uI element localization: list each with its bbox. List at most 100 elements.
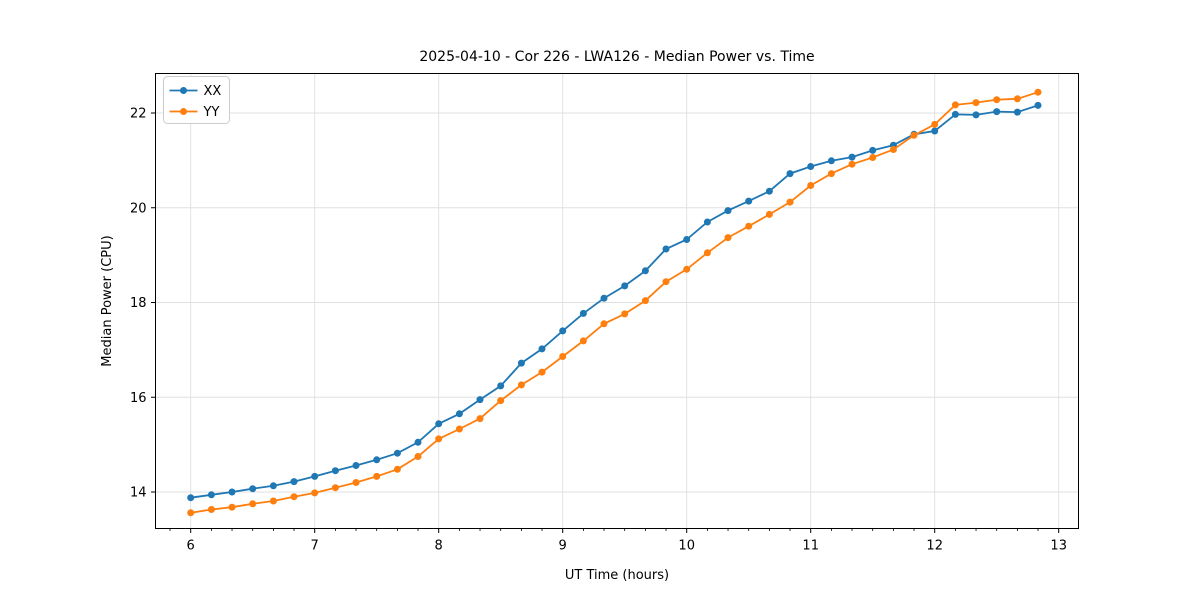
data-point [559, 327, 567, 335]
series-yy-markers [187, 88, 1042, 517]
data-point [228, 503, 236, 511]
data-point [517, 381, 525, 389]
tick-layer: 6 7 8 9 10 11 12 13 14 16 18 20 22 [130, 107, 1067, 554]
data-point [187, 494, 195, 502]
data-point [807, 182, 815, 189]
data-point [889, 146, 897, 153]
data-point [579, 309, 587, 317]
data-point [538, 368, 546, 376]
x-tick-label: 7 [311, 539, 319, 554]
x-tick-label: 13 [1050, 539, 1067, 554]
chart-title: 2025-04-10 - Cor 226 - LWA126 - Median P… [419, 49, 814, 65]
data-point [290, 493, 298, 501]
x-tick-label: 6 [187, 539, 195, 554]
data-point [414, 453, 422, 460]
data-point [269, 497, 277, 505]
x-tick-label: 11 [802, 539, 819, 554]
data-point [269, 482, 277, 490]
data-point [745, 222, 753, 230]
data-point [786, 198, 794, 206]
data-point [621, 310, 629, 318]
data-point [993, 96, 1001, 104]
data-point [621, 282, 629, 290]
data-point [517, 359, 525, 367]
y-tick-label: 18 [130, 296, 147, 311]
data-point [600, 294, 608, 302]
data-point [579, 337, 587, 345]
y-tick-label: 14 [130, 486, 147, 501]
data-point [1013, 95, 1021, 103]
series-xx-markers [187, 101, 1042, 502]
data-point [703, 249, 711, 257]
data-point [972, 99, 980, 107]
legend-marker [180, 87, 187, 94]
data-point [1034, 101, 1042, 109]
data-point [290, 478, 298, 486]
data-point [352, 462, 360, 469]
data-point [765, 210, 773, 218]
legend: XX YY [163, 76, 230, 124]
data-point [393, 465, 401, 473]
data-point [435, 420, 443, 428]
y-tick-label: 16 [130, 391, 147, 406]
data-point [559, 353, 567, 360]
data-point [352, 479, 360, 486]
legend-label: XX [204, 84, 222, 99]
legend-item-yy: YY [169, 105, 220, 120]
data-point [662, 245, 670, 253]
y-tick-label: 20 [130, 201, 147, 216]
data-point [331, 484, 339, 492]
data-point [972, 111, 980, 119]
x-axis-label: UT Time (hours) [565, 568, 669, 583]
data-point [476, 415, 484, 423]
data-point [435, 435, 443, 443]
data-point [786, 170, 794, 178]
data-point [311, 472, 319, 480]
data-point [724, 234, 732, 242]
data-point [373, 472, 381, 480]
grid-layer [155, 73, 1079, 529]
data-point [207, 506, 215, 513]
data-point [497, 397, 505, 405]
data-point [228, 488, 236, 496]
data-point [641, 267, 649, 275]
data-point [807, 163, 815, 170]
data-point [455, 425, 463, 433]
x-tick-label: 10 [678, 539, 695, 554]
x-tick-label: 12 [926, 539, 943, 554]
data-point [848, 160, 856, 168]
data-point [414, 438, 422, 446]
data-point [1013, 108, 1021, 116]
legend-label: YY [203, 105, 220, 120]
data-point [641, 297, 649, 305]
data-point [249, 500, 257, 508]
data-point [931, 127, 939, 135]
data-point [848, 153, 856, 161]
data-point [951, 101, 959, 109]
y-axis-label: Median Power (CPU) [100, 235, 115, 366]
data-point [497, 382, 505, 390]
data-point [683, 236, 691, 243]
data-point [207, 491, 215, 499]
series-layer [187, 88, 1042, 517]
data-point [931, 120, 939, 128]
legend-marker [180, 108, 187, 115]
series-yy-line [190, 91, 1039, 514]
data-point [393, 449, 401, 457]
legend-item-xx: XX [169, 84, 222, 99]
data-point [662, 278, 670, 286]
data-point [745, 197, 753, 205]
data-point [910, 131, 918, 139]
data-point [683, 265, 691, 273]
data-point [331, 467, 339, 475]
x-tick-label: 9 [559, 539, 567, 554]
data-point [993, 108, 1001, 116]
y-tick-label: 22 [130, 107, 147, 122]
data-point [600, 320, 608, 328]
data-point [869, 146, 877, 154]
data-point [765, 187, 773, 195]
data-point [373, 456, 381, 464]
series-xx-line [190, 104, 1039, 499]
data-point [827, 170, 835, 178]
